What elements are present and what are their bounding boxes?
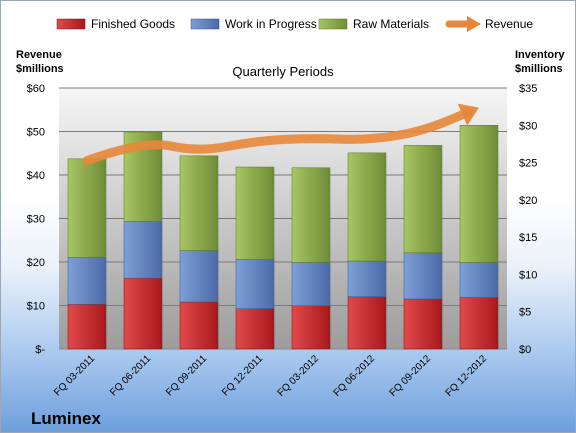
legend-label-finished-goods: Finished Goods <box>91 17 175 31</box>
bar-raw-materials-7 <box>459 125 499 263</box>
bar-raw-materials-0 <box>67 158 107 258</box>
category-label-0: FQ 03-2011 <box>52 353 97 398</box>
bar-work-in-progress-3 <box>235 259 275 309</box>
category-label-4: FQ 03-2012 <box>276 353 322 399</box>
right-tick-label-1: $5 <box>519 307 531 319</box>
legend-arrowhead-revenue <box>467 16 481 32</box>
bar-finished-goods-0 <box>67 304 107 350</box>
left-axis-ticks: $- $10 $20 $30 $40 $50 $60 <box>27 83 46 356</box>
left-tick-label-2: $20 <box>27 257 45 269</box>
revenue-line-group <box>82 103 479 166</box>
left-tick-label-0: $- <box>35 344 45 356</box>
bar-work-in-progress-7 <box>459 262 499 298</box>
bar-raw-materials-5 <box>347 152 387 262</box>
category-label-6: FQ 09-2012 <box>388 353 434 399</box>
bar-finished-goods-5 <box>347 296 387 350</box>
bar-finished-goods-1 <box>123 277 163 350</box>
right-tick-label-3: $15 <box>519 232 537 244</box>
right-axis-title-line2: $millions <box>515 63 563 75</box>
bar-work-in-progress-2 <box>179 250 219 303</box>
right-tick-label-2: $10 <box>519 269 537 281</box>
bar-raw-materials-3 <box>235 166 275 260</box>
left-tick-label-6: $60 <box>27 83 45 95</box>
category-label-3: FQ 12-2011 <box>220 353 265 398</box>
category-label-7: FQ 12-2012 <box>444 353 490 399</box>
bar-finished-goods-6 <box>403 298 443 350</box>
legend-label-revenue: Revenue <box>485 17 533 31</box>
revenue-arrowhead <box>457 103 479 126</box>
bar-work-in-progress-5 <box>347 260 387 298</box>
bar-work-in-progress-6 <box>403 252 443 300</box>
left-tick-label-5: $50 <box>27 127 45 139</box>
right-axis-ticks: $0 $5 $10 $15 $20 $25 $30 $35 <box>519 83 537 356</box>
left-axis-title-line1: Revenue <box>16 49 62 61</box>
chart-legend: Finished Goods Work in Progress Raw Materi… <box>56 16 533 32</box>
bar-work-in-progress-4 <box>291 262 331 306</box>
left-axis-title-line2: $millions <box>16 63 64 75</box>
right-tick-label-0: $0 <box>519 344 531 356</box>
bar-raw-materials-6 <box>403 145 443 254</box>
category-label-1: FQ 06-2011 <box>108 353 153 398</box>
bar-finished-goods-7 <box>459 297 499 350</box>
bar-finished-goods-3 <box>235 308 275 350</box>
bar-finished-goods-4 <box>291 305 331 350</box>
right-axis-title-line1: Inventory <box>515 49 565 61</box>
right-tick-label-4: $20 <box>519 195 537 207</box>
right-tick-label-6: $30 <box>519 120 537 132</box>
bar-finished-goods-2 <box>179 301 219 350</box>
bar-work-in-progress-1 <box>123 221 163 279</box>
bar-work-in-progress-0 <box>67 257 107 305</box>
legend-swatch-work-in-progress <box>190 18 220 30</box>
chart-title: Quarterly Periods <box>232 64 334 79</box>
legend-swatch-raw-materials <box>318 18 348 30</box>
left-tick-label-4: $40 <box>27 170 45 182</box>
category-labels: FQ 03-2011 FQ 06-2011 FQ 09-2011 FQ 12-2011… <box>52 353 489 399</box>
revenue-line <box>82 107 473 166</box>
left-tick-label-1: $10 <box>27 301 45 313</box>
legend-label-work-in-progress: Work in Progress <box>225 17 317 31</box>
bars-group <box>67 125 499 350</box>
left-tick-label-3: $30 <box>27 214 45 226</box>
bar-raw-materials-2 <box>179 155 219 251</box>
company-name: Luminex <box>31 409 101 428</box>
category-label-2: FQ 09-2011 <box>164 353 209 398</box>
legend-swatch-finished-goods <box>56 18 86 30</box>
category-label-5: FQ 06-2012 <box>332 353 378 399</box>
right-tick-label-5: $25 <box>519 158 537 170</box>
legend-label-raw-materials: Raw Materials <box>353 17 429 31</box>
bar-raw-materials-4 <box>291 167 331 263</box>
right-tick-label-7: $35 <box>519 83 537 95</box>
